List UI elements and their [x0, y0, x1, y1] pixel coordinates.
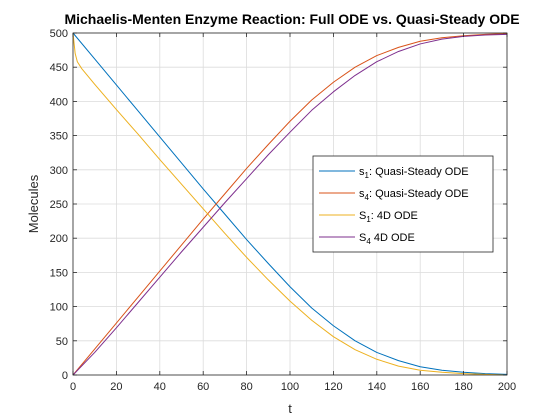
y-axis-label: Molecules: [26, 174, 41, 233]
y-tick-label: 100: [50, 302, 68, 314]
ticks: 0 20 40 60 80 100 120 140 160 180 200 0 50 100 150 200 2…: [50, 28, 517, 393]
series-lines: [72, 32, 508, 376]
y-tick-label: 500: [50, 28, 68, 40]
legend: s1: Quasi-Steady ODE s4: Quasi-Steady ODE…: [312, 155, 494, 253]
x-tick-label: 20: [110, 381, 122, 393]
x-tick-label: 0: [70, 381, 76, 393]
y-tick-label: 350: [50, 131, 68, 143]
x-tick-label: 100: [281, 381, 299, 393]
x-tick-label: 160: [411, 381, 429, 393]
x-tick-label: 200: [498, 381, 516, 393]
y-tick-label: 200: [50, 233, 68, 245]
y-tick-label: 250: [50, 199, 68, 211]
y-tick-label: 450: [50, 62, 68, 74]
y-tick-label: 400: [50, 96, 68, 108]
x-axis-label: t: [288, 401, 292, 416]
legend-entry: s4: Quasi-Steady ODE: [359, 188, 469, 202]
y-tick-label: 150: [50, 267, 68, 279]
x-tick-label: 60: [197, 381, 209, 393]
series-line-4: [72, 33, 508, 376]
x-tick-label: 140: [368, 381, 386, 393]
legend-entry: S1: 4D ODE: [359, 210, 418, 224]
legend-entry: s1: Quasi-Steady ODE: [359, 166, 469, 180]
legend-box: [312, 155, 494, 253]
x-tick-label: 180: [454, 381, 472, 393]
x-tick-label: 40: [154, 381, 166, 393]
x-tick-label: 80: [240, 381, 252, 393]
y-tick-label: 50: [56, 336, 68, 348]
y-tick-label: 0: [62, 370, 68, 382]
series-line-3: [72, 32, 508, 376]
series-line-1: [72, 32, 508, 375]
x-tick-label: 120: [324, 381, 342, 393]
series-line-2: [72, 33, 508, 376]
y-tick-label: 300: [50, 165, 68, 177]
chart-title: Michaelis-Menten Enzyme Reaction: Full O…: [64, 11, 519, 27]
legend-entry: S4 4D ODE: [359, 232, 415, 246]
